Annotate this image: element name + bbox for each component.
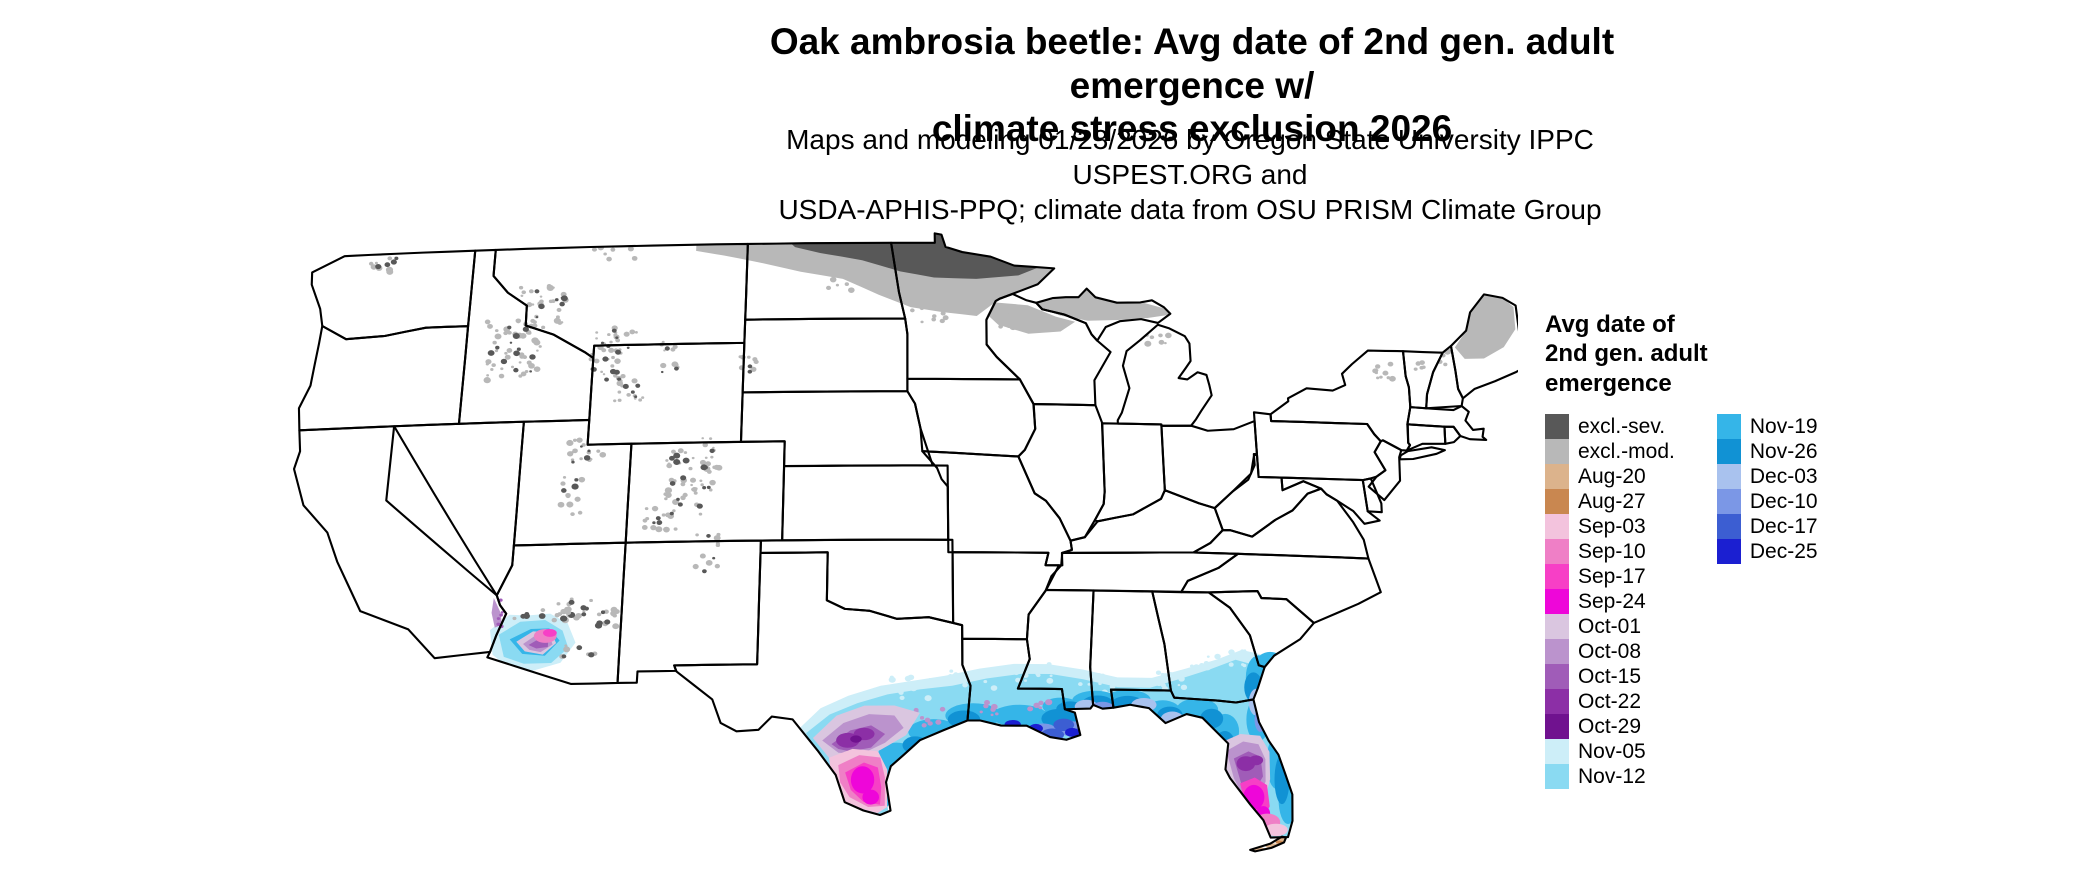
legend-item: Oct-29 xyxy=(1545,713,1675,739)
legend-swatch xyxy=(1545,763,1569,789)
legend-label: Nov-26 xyxy=(1749,439,1818,463)
legend-item: Dec-17 xyxy=(1716,513,1818,539)
legend-label: Dec-17 xyxy=(1749,514,1818,538)
legend-label: Oct-08 xyxy=(1578,639,1642,663)
legend-swatch xyxy=(1545,463,1569,489)
legend-item: Oct-08 xyxy=(1545,638,1675,664)
legend-item: Oct-15 xyxy=(1545,663,1675,689)
legend-swatch xyxy=(1545,488,1569,514)
legend-label: Sep-10 xyxy=(1578,539,1646,563)
legend-item: Aug-27 xyxy=(1545,488,1675,514)
legend-label: Oct-15 xyxy=(1578,664,1642,688)
legend-swatch xyxy=(1545,688,1569,714)
legend-item: Aug-20 xyxy=(1545,463,1675,489)
legend-swatch xyxy=(1545,413,1569,439)
legend-label: excl.-mod. xyxy=(1578,439,1675,463)
legend-swatch xyxy=(1716,463,1741,489)
legend-item: Sep-03 xyxy=(1545,513,1675,539)
page-title: Oak ambrosia beetle: Avg date of 2nd gen… xyxy=(769,21,1615,150)
legend-label: Oct-01 xyxy=(1578,614,1642,638)
legend-item: Nov-26 xyxy=(1716,438,1818,464)
raster-overlays xyxy=(368,233,1516,852)
legend-item: Sep-17 xyxy=(1545,563,1675,589)
state-borders xyxy=(292,232,1518,853)
legend-swatch xyxy=(1716,538,1741,564)
legend-item: Oct-22 xyxy=(1545,688,1675,714)
legend-swatch xyxy=(1545,738,1569,764)
us-map xyxy=(278,222,1518,883)
legend-label: Aug-27 xyxy=(1578,489,1646,513)
legend-label: Dec-25 xyxy=(1749,539,1818,563)
legend-swatch xyxy=(1716,438,1741,464)
legend-column-2: Nov-19 Nov-26 Dec-03 Dec-10 Dec-17 Dec-25 xyxy=(1716,413,1818,564)
legend-item: excl.-sev. xyxy=(1545,413,1675,439)
legend-swatch xyxy=(1545,513,1569,539)
legend-item: Dec-25 xyxy=(1716,538,1818,564)
legend-label: Nov-19 xyxy=(1749,414,1818,438)
legend-swatch xyxy=(1545,663,1569,689)
legend-swatch xyxy=(1545,438,1569,464)
legend-item: Nov-12 xyxy=(1545,763,1675,789)
map-legend: Avg date of 2nd gen. adult emergence exc… xyxy=(1545,310,1818,789)
legend-item: Nov-05 xyxy=(1545,738,1675,764)
legend-item: Oct-01 xyxy=(1545,613,1675,639)
legend-label: Oct-22 xyxy=(1578,689,1642,713)
legend-label: Sep-03 xyxy=(1578,514,1646,538)
legend-column-1: excl.-sev. excl.-mod. Aug-20 Aug-27 Sep-03 Se… xyxy=(1545,413,1675,789)
legend-swatch xyxy=(1545,713,1569,739)
legend-swatch xyxy=(1716,488,1741,514)
legend-label: Oct-29 xyxy=(1578,714,1642,738)
legend-item: Dec-10 xyxy=(1716,488,1818,514)
legend-item: Nov-19 xyxy=(1716,413,1818,439)
legend-label: Aug-20 xyxy=(1578,464,1646,488)
legend-label: Dec-10 xyxy=(1749,489,1818,513)
legend-swatch xyxy=(1545,538,1569,564)
legend-swatch xyxy=(1545,638,1569,664)
legend-label: Nov-12 xyxy=(1578,764,1646,788)
legend-label: Nov-05 xyxy=(1578,739,1646,763)
legend-swatch xyxy=(1716,513,1741,539)
legend-columns: excl.-sev. excl.-mod. Aug-20 Aug-27 Sep-03 Se… xyxy=(1545,413,1818,789)
legend-item: Sep-24 xyxy=(1545,588,1675,614)
legend-item: excl.-mod. xyxy=(1545,438,1675,464)
legend-swatch xyxy=(1545,613,1569,639)
legend-item: Dec-03 xyxy=(1716,463,1818,489)
legend-label: excl.-sev. xyxy=(1578,414,1666,438)
legend-title: Avg date of 2nd gen. adult emergence xyxy=(1545,311,1708,397)
legend-swatch xyxy=(1716,413,1741,439)
legend-swatch xyxy=(1545,588,1569,614)
us-map-svg xyxy=(292,232,1518,853)
legend-label: Dec-03 xyxy=(1749,464,1818,488)
legend-label: Sep-17 xyxy=(1578,564,1646,588)
legend-label: Sep-24 xyxy=(1578,589,1646,613)
page-subtitle: Maps and modeling 01/23/2026 by Oregon S… xyxy=(778,124,1602,225)
legend-swatch xyxy=(1545,563,1569,589)
legend-item: Sep-10 xyxy=(1545,538,1675,564)
